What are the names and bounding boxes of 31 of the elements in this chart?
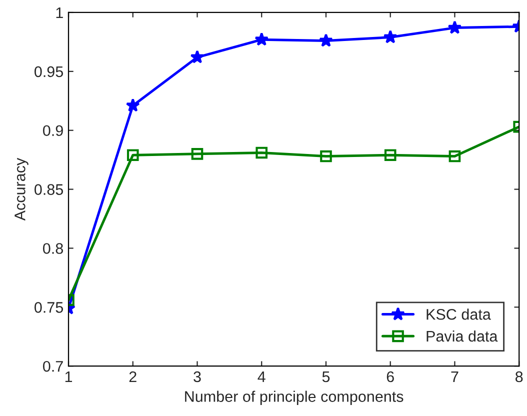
x-tick-label: 8 xyxy=(516,371,523,382)
legend-label: Pavia data xyxy=(426,330,498,342)
point xyxy=(319,33,333,47)
x-tick-label: 6 xyxy=(386,371,394,382)
point xyxy=(448,150,461,162)
point xyxy=(256,146,268,159)
point xyxy=(126,98,140,112)
point xyxy=(320,150,332,162)
legend-label: KSC data xyxy=(426,308,491,320)
y-tick-label: 0.7 xyxy=(43,360,63,372)
y-tick-label: 0.95 xyxy=(34,66,64,78)
y-tick-label: 0.8 xyxy=(43,243,63,254)
point xyxy=(190,50,204,64)
y-tick-label: 0.85 xyxy=(34,184,64,195)
x-tick-label: 3 xyxy=(194,371,201,382)
y-axis-title: Accuracy xyxy=(14,158,28,221)
x-tick-label: 1 xyxy=(65,372,72,382)
x-axis-title: Number of principle components xyxy=(185,390,404,405)
y-tick-label: 0.75 xyxy=(34,302,64,313)
point xyxy=(383,30,398,44)
x-tick-label: 7 xyxy=(451,372,458,382)
y-tick-label: 1 xyxy=(56,8,63,18)
point xyxy=(191,148,204,160)
point xyxy=(254,32,269,46)
x-tick-label: 4 xyxy=(258,372,266,382)
x-tick-label: 2 xyxy=(129,371,136,382)
point xyxy=(448,20,462,34)
point xyxy=(126,149,139,162)
x-tick-label: 5 xyxy=(322,372,330,382)
y-tick-label: 0.9 xyxy=(43,125,63,136)
point xyxy=(384,149,396,162)
